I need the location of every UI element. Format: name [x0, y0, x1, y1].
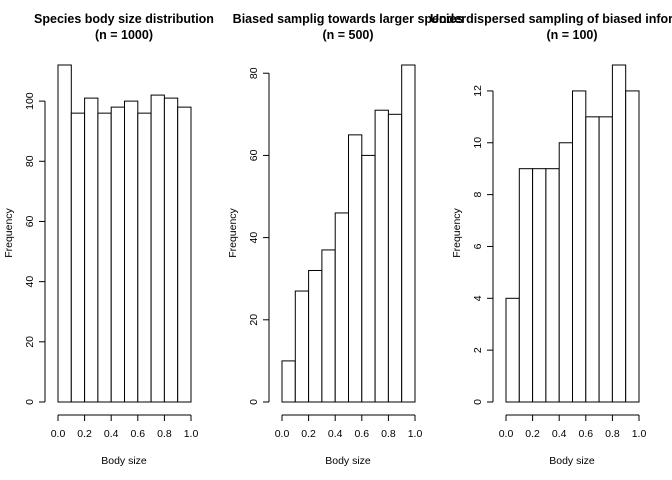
histogram-bar — [84, 97, 99, 403]
x-tick-label: 0.4 — [552, 428, 567, 440]
x-tick-label: 1.0 — [408, 428, 423, 440]
panel-subtitle: (n = 100) — [546, 28, 597, 42]
panel-subtitle: (n = 500) — [322, 28, 373, 42]
histogram-bar — [97, 112, 112, 403]
histogram-bar — [374, 109, 389, 403]
histogram-bar — [611, 64, 627, 403]
histogram-bar — [361, 154, 376, 403]
panel-species-distribution: Species body size distribution (n = 1000… — [3, 12, 214, 467]
histogram-bar — [558, 142, 574, 403]
histogram-bar — [150, 94, 165, 403]
x-tick-label: 0.0 — [275, 428, 290, 440]
panel-subtitle: (n = 1000) — [95, 28, 153, 42]
histogram-bar — [57, 64, 72, 403]
histogram-bar — [625, 90, 640, 403]
histogram-bar — [124, 100, 139, 403]
histogram-bar — [294, 290, 310, 403]
x-axis-label: Body size — [325, 455, 371, 467]
y-tick-label: 2 — [472, 347, 484, 353]
y-tick-label: 60 — [24, 215, 36, 227]
y-tick-label: 40 — [24, 276, 36, 288]
y-tick-label: 80 — [24, 155, 36, 167]
x-tick-label: 0.6 — [354, 428, 369, 440]
y-axis-label: Frequency — [227, 207, 239, 257]
y-tick-label: 80 — [248, 67, 260, 79]
histogram-bar — [281, 360, 296, 403]
x-tick-label: 1.0 — [632, 428, 647, 440]
y-axis-label: Frequency — [3, 207, 15, 257]
y-tick-label: 20 — [248, 314, 260, 326]
y-tick-label: 40 — [248, 232, 260, 244]
x-tick-label: 0.2 — [301, 428, 316, 440]
panel-title: Biased samplig towards larger species — [233, 12, 464, 26]
histogram-bar — [585, 116, 600, 403]
x-axis-label: Body size — [549, 455, 595, 467]
y-tick-label: 10 — [472, 137, 484, 149]
y-tick-label: 12 — [472, 85, 484, 97]
histogram-bar — [177, 106, 192, 403]
y-tick-label: 0 — [472, 399, 484, 405]
x-tick-label: 0.2 — [525, 428, 540, 440]
x-tick-label: 0.4 — [328, 428, 343, 440]
histogram-bar — [505, 297, 520, 403]
histogram-bar — [545, 168, 560, 403]
panel-title: Species body size distribution — [34, 12, 214, 26]
histogram-bar — [401, 64, 416, 403]
x-tick-label: 1.0 — [184, 428, 199, 440]
histogram-bar — [387, 113, 403, 403]
x-tick-label: 0.4 — [104, 428, 119, 440]
histogram-bar — [518, 168, 534, 403]
x-tick-label: 0.8 — [605, 428, 620, 440]
histogram-bar — [321, 249, 336, 403]
panel-title: Underdispersed sampling of biased inform… — [430, 12, 672, 26]
histogram-bar — [334, 212, 350, 403]
x-tick-label: 0.0 — [51, 428, 66, 440]
y-axis-label: Frequency — [451, 207, 463, 257]
histogram-bar — [348, 134, 363, 403]
y-tick-label: 4 — [472, 295, 484, 301]
histogram-bar — [163, 97, 179, 403]
x-tick-label: 0.8 — [157, 428, 172, 440]
x-tick-label: 0.0 — [499, 428, 514, 440]
x-axis-label: Body size — [101, 455, 147, 467]
x-tick-label: 0.2 — [77, 428, 92, 440]
x-tick-label: 0.8 — [381, 428, 396, 440]
y-tick-label: 60 — [248, 149, 260, 161]
histogram-bar — [308, 269, 323, 403]
panel-underdispersed-sampling: Underdispersed sampling of biased inform… — [430, 12, 672, 467]
x-tick-label: 0.6 — [130, 428, 145, 440]
histogram-bar — [598, 116, 613, 403]
y-tick-label: 8 — [472, 192, 484, 198]
histogram-bar — [572, 90, 587, 403]
y-tick-label: 6 — [472, 243, 484, 249]
histogram-bar — [137, 112, 152, 403]
y-tick-label: 0 — [24, 399, 36, 405]
panel-biased-sampling: Biased samplig towards larger species (n… — [227, 12, 463, 467]
y-tick-label: 100 — [24, 92, 36, 110]
y-tick-label: 0 — [248, 399, 260, 405]
x-tick-label: 0.6 — [578, 428, 593, 440]
histogram-bar — [70, 112, 86, 403]
y-tick-label: 20 — [24, 336, 36, 348]
histogram-bar — [110, 106, 125, 403]
histogram-bar — [532, 168, 547, 403]
